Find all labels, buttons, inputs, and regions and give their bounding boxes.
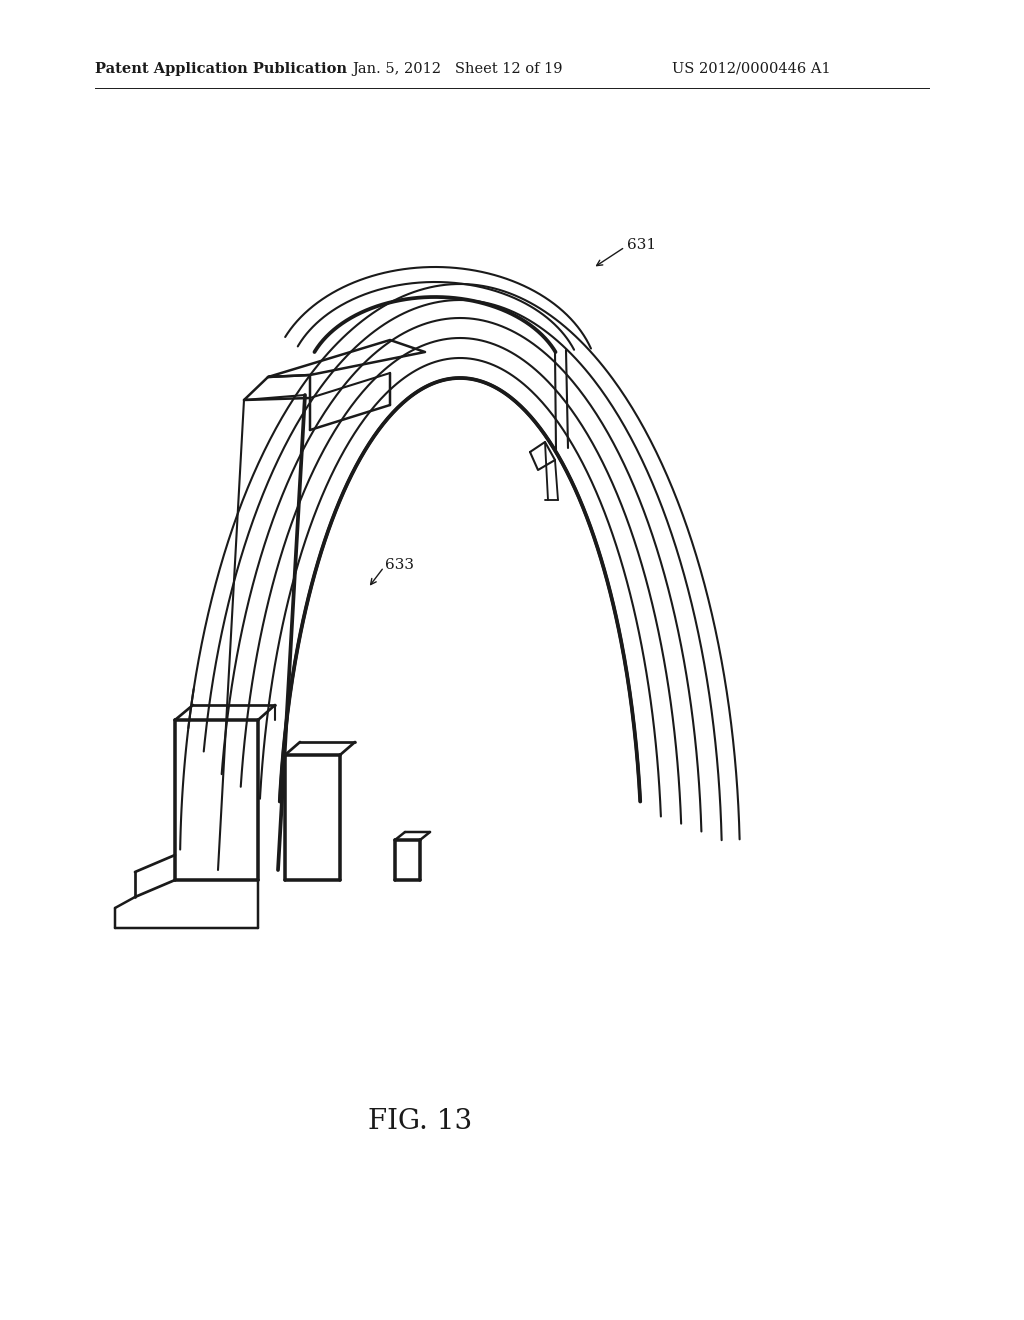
Text: Patent Application Publication: Patent Application Publication bbox=[95, 62, 347, 77]
Text: US 2012/0000446 A1: US 2012/0000446 A1 bbox=[672, 62, 830, 77]
Text: FIG. 13: FIG. 13 bbox=[368, 1107, 472, 1135]
Text: Jan. 5, 2012   Sheet 12 of 19: Jan. 5, 2012 Sheet 12 of 19 bbox=[352, 62, 562, 77]
Text: 633: 633 bbox=[385, 558, 414, 572]
Text: 631: 631 bbox=[627, 238, 656, 252]
